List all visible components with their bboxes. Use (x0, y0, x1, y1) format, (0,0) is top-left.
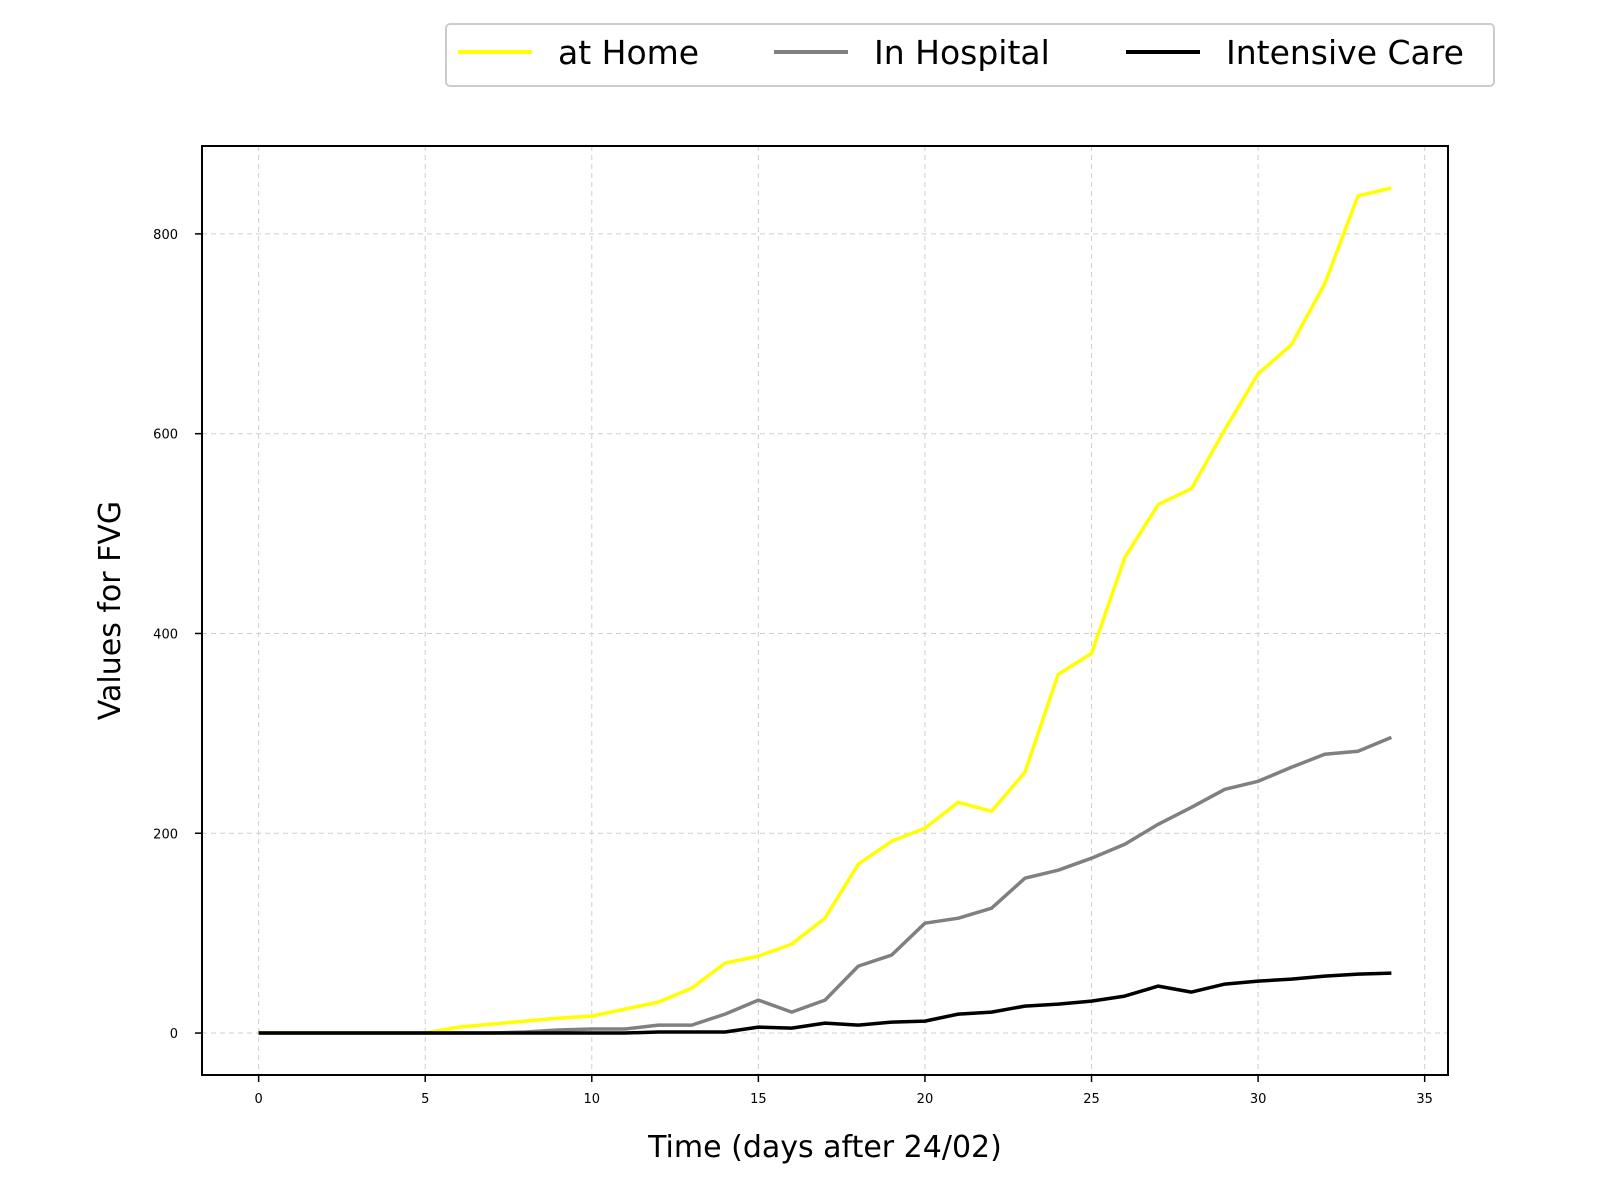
y-tick-label: 200 (153, 827, 178, 842)
series-line-at-home (258, 186, 1392, 1035)
x-tick-label: 30 (1250, 1092, 1267, 1107)
x-tick-label: 35 (1416, 1092, 1433, 1107)
x-tick-label: 5 (421, 1092, 429, 1107)
legend-item-in-hospital: In Hospital (774, 33, 1050, 72)
grid-lines (202, 146, 1448, 1075)
series-lines (258, 186, 1393, 1035)
y-tick-label: 600 (153, 428, 178, 443)
x-axis-title: Time (days after 24/02) (647, 1130, 1002, 1165)
legend-box (445, 23, 1495, 87)
y-axis-title: Values for FVG (93, 501, 128, 720)
legend-label: at Home (558, 33, 699, 72)
series-line-in-hospital (258, 735, 1393, 1035)
y-tick-label: 800 (153, 228, 178, 243)
legend: at Home In Hospital Intensive Care (445, 23, 1495, 87)
legend-item-at-home: at Home (458, 33, 699, 72)
x-tick-label: 20 (917, 1092, 934, 1107)
series-line-intensive-care (258, 971, 1392, 1035)
x-tick-label: 15 (750, 1092, 767, 1107)
y-tick-label: 400 (153, 627, 178, 642)
legend-items: at Home In Hospital Intensive Care (458, 33, 1464, 72)
legend-label: Intensive Care (1226, 33, 1464, 72)
x-tick-label: 25 (1083, 1092, 1100, 1107)
y-tick-label: 0 (170, 1027, 178, 1042)
x-tick-label: 0 (254, 1092, 262, 1107)
plot-area-frame (201, 145, 1449, 1076)
legend-label: In Hospital (874, 33, 1050, 72)
x-tick-label: 10 (584, 1092, 601, 1107)
legend-item-intensive-care: Intensive Care (1126, 33, 1464, 72)
x-axis-ticks: 0 5 10 15 20 25 30 35 (254, 1075, 1433, 1107)
y-axis-ticks: 0 200 400 600 800 (153, 228, 202, 1042)
